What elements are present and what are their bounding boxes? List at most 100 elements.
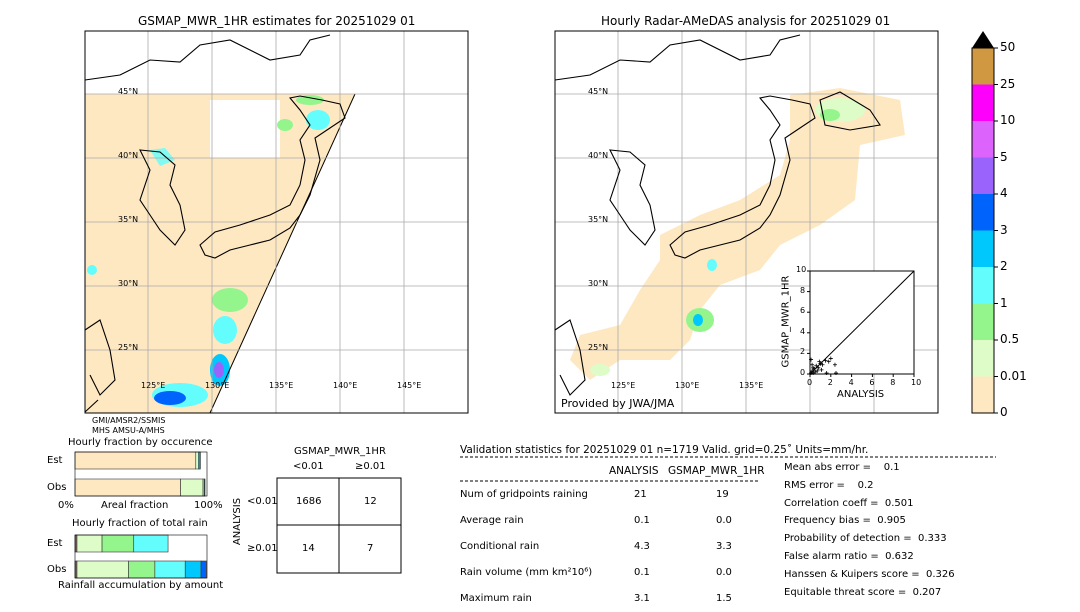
left-nodata-area <box>210 100 280 158</box>
inset-scatter <box>807 270 915 377</box>
score-line: Equitable threat score = 0.207 <box>784 586 942 598</box>
fraction-segment <box>180 478 204 497</box>
total-rain-title: Hourly fraction of total rain <box>72 518 208 529</box>
lat-label: 35°N <box>588 215 609 224</box>
fraction-category-label: Obs <box>47 564 67 575</box>
colorbar-segment <box>972 303 994 340</box>
contingency-row-label: <0.01 <box>247 496 278 507</box>
stats-gsmap-value: 19 <box>716 489 729 500</box>
stats-row-label: Num of gridpoints raining <box>460 489 588 500</box>
right-map <box>554 30 939 414</box>
scatter-point <box>810 362 815 367</box>
contingency-col-label: <0.01 <box>293 461 324 472</box>
lon-label: 145°E <box>397 381 422 390</box>
lon-label: 125°E <box>141 381 166 390</box>
lon-label: 135°E <box>269 381 294 390</box>
sensor-label: MHS <box>92 426 110 435</box>
left-coastline <box>84 34 346 413</box>
stats-gsmap-value: 3.3 <box>716 541 732 552</box>
contingency-cell: 12 <box>364 496 377 507</box>
sensor-label: GMI <box>92 416 108 425</box>
scatter-diagonal <box>809 270 915 375</box>
stats-gsmap-value: 0.0 <box>716 515 732 526</box>
fraction-segment <box>200 560 207 579</box>
score-line: Frequency bias = 0.905 <box>784 515 906 527</box>
scatter-point <box>823 358 828 363</box>
score-line: False alarm ratio = 0.632 <box>784 551 914 562</box>
score-line: Mean abs error = 0.1 <box>784 462 900 473</box>
x-tick-label: 2 <box>827 378 833 387</box>
fraction-segment <box>154 560 186 579</box>
fraction-segment <box>101 534 135 553</box>
colorbar-tick-label: 3 <box>1000 222 1008 237</box>
stats-analysis-value: 21 <box>634 489 647 500</box>
lat-label: 35°N <box>118 215 139 224</box>
x-tick-label: 0 <box>807 378 813 387</box>
colorbar-tick-label: 0.5 <box>1000 332 1020 346</box>
stats-gsmap-value: 1.5 <box>716 593 732 604</box>
left-gridlines <box>85 31 468 413</box>
stats-analysis-value: 4.3 <box>634 541 650 552</box>
lat-label: 45°N <box>118 87 139 96</box>
contingency-col-title: GSMAP_MWR_1HR <box>294 446 386 457</box>
stats-gsmap-value: 0.0 <box>716 567 732 578</box>
fraction-segment <box>199 451 201 470</box>
colorbar-segment <box>972 194 994 231</box>
fraction-segment <box>74 451 197 470</box>
lat-label: 30°N <box>588 279 609 288</box>
scatter-point <box>824 370 829 375</box>
scatter-point <box>834 370 838 375</box>
contingency-grid <box>276 477 402 574</box>
lat-label: 30°N <box>118 279 139 288</box>
fraction-segment <box>76 560 129 579</box>
fraction-category-label: Obs <box>47 482 67 493</box>
colorbar-segment <box>972 84 994 121</box>
scatter-point <box>813 369 818 374</box>
scatter-point <box>810 368 815 373</box>
colorbar-tick-label: 0 <box>1000 405 1008 419</box>
data-credit: Provided by JWA/JMA <box>561 397 675 410</box>
y-tick-label: 6 <box>800 306 806 316</box>
scatter-point <box>826 359 831 364</box>
scatter-point <box>828 356 833 361</box>
left-map <box>84 30 469 414</box>
sensor-labels: GMI/AMSR2/SSMIS MHS AMSU-A/MHS <box>92 416 166 435</box>
colorbar-tick-label: 1 <box>1000 295 1008 310</box>
stats-header: Validation statistics for 20251029 01 n=… <box>460 444 869 456</box>
right-coverage-fill <box>570 88 905 380</box>
stats-row-label: Maximum rain <box>460 593 532 604</box>
lon-label: 130°E <box>675 381 700 390</box>
colorbar-segment <box>972 230 994 267</box>
colorbar-segment <box>972 121 994 158</box>
fraction-frame <box>74 451 208 497</box>
fraction-category-label: Est <box>47 455 63 466</box>
sensor-label: AMSU-A/MHS <box>112 426 165 435</box>
stats-col-gsmap: GSMAP_MWR_1HR <box>668 465 765 477</box>
fraction-segment <box>195 451 199 470</box>
scatter-point <box>832 362 837 367</box>
contingency-cell: 7 <box>367 543 374 554</box>
score-line: Hanssen & Kuipers score = 0.326 <box>784 568 955 580</box>
lat-label: 40°N <box>118 151 139 160</box>
stats-analysis-value: 3.1 <box>634 593 650 604</box>
fraction-segment <box>133 534 169 553</box>
fraction-category-label: Est <box>47 538 63 549</box>
x-tick-label: 6 <box>869 378 875 387</box>
fraction-segment <box>128 560 156 579</box>
fraction-bars <box>74 451 208 579</box>
colorbar-segment <box>972 48 994 85</box>
scatter-point <box>811 365 816 370</box>
lat-label: 45°N <box>588 87 609 96</box>
lat-label: 40°N <box>588 151 609 160</box>
lon-label: 140°E <box>333 381 358 390</box>
score-line: RMS error = 0.2 <box>784 479 874 491</box>
y-tick-label: 10 <box>796 265 807 274</box>
lat-label: 25°N <box>118 343 139 352</box>
stats-col-analysis: ANALYSIS <box>609 465 659 477</box>
colorbar-tick-label: 0.01 <box>1000 368 1027 383</box>
scatter-point <box>815 368 820 373</box>
scatter-point <box>818 361 823 366</box>
colorbar-tick-label: 2 <box>1000 259 1008 273</box>
